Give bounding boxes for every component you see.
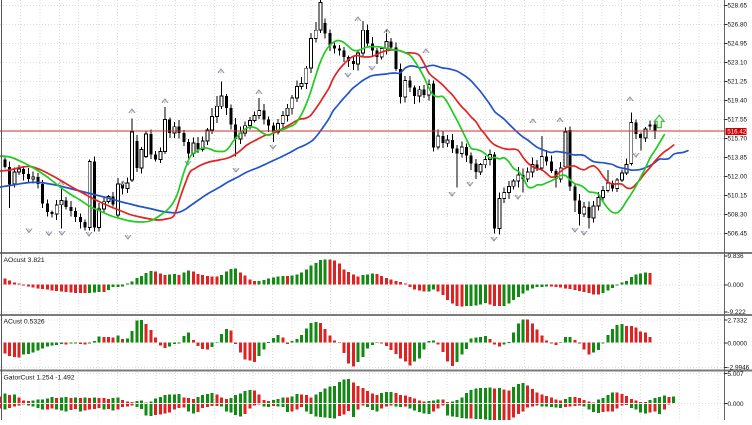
svg-text:517.55: 517.55 bbox=[728, 117, 748, 124]
svg-text:513.85: 513.85 bbox=[728, 155, 748, 162]
svg-text:521.25: 521.25 bbox=[728, 79, 748, 86]
svg-text:5.007: 5.007 bbox=[728, 371, 744, 378]
svg-text:0.0000: 0.0000 bbox=[728, 340, 748, 347]
svg-text:GatorCust 1.254 -1.492: GatorCust 1.254 -1.492 bbox=[4, 375, 75, 382]
svg-text:526.80: 526.80 bbox=[728, 22, 748, 29]
svg-text:510.15: 510.15 bbox=[728, 193, 748, 200]
svg-text:508.30: 508.30 bbox=[728, 212, 748, 219]
svg-text:515.70: 515.70 bbox=[728, 136, 748, 143]
svg-text:AOcust 3.821: AOcust 3.821 bbox=[4, 257, 45, 264]
svg-text:2.7332: 2.7332 bbox=[728, 317, 748, 324]
svg-text:524.95: 524.95 bbox=[728, 41, 748, 48]
svg-text:-9.222: -9.222 bbox=[728, 309, 747, 316]
svg-text:528.65: 528.65 bbox=[728, 3, 748, 10]
svg-text:506.45: 506.45 bbox=[728, 231, 748, 238]
svg-text:ACust 0.5326: ACust 0.5326 bbox=[4, 319, 45, 326]
svg-text:0.000: 0.000 bbox=[728, 282, 744, 289]
svg-text:519.40: 519.40 bbox=[728, 98, 748, 105]
svg-text:0.000: 0.000 bbox=[728, 401, 744, 408]
svg-text:9.836: 9.836 bbox=[728, 253, 744, 260]
svg-text:523.10: 523.10 bbox=[728, 60, 748, 67]
svg-text:516.42: 516.42 bbox=[727, 128, 746, 135]
svg-text:512.00: 512.00 bbox=[728, 174, 748, 181]
